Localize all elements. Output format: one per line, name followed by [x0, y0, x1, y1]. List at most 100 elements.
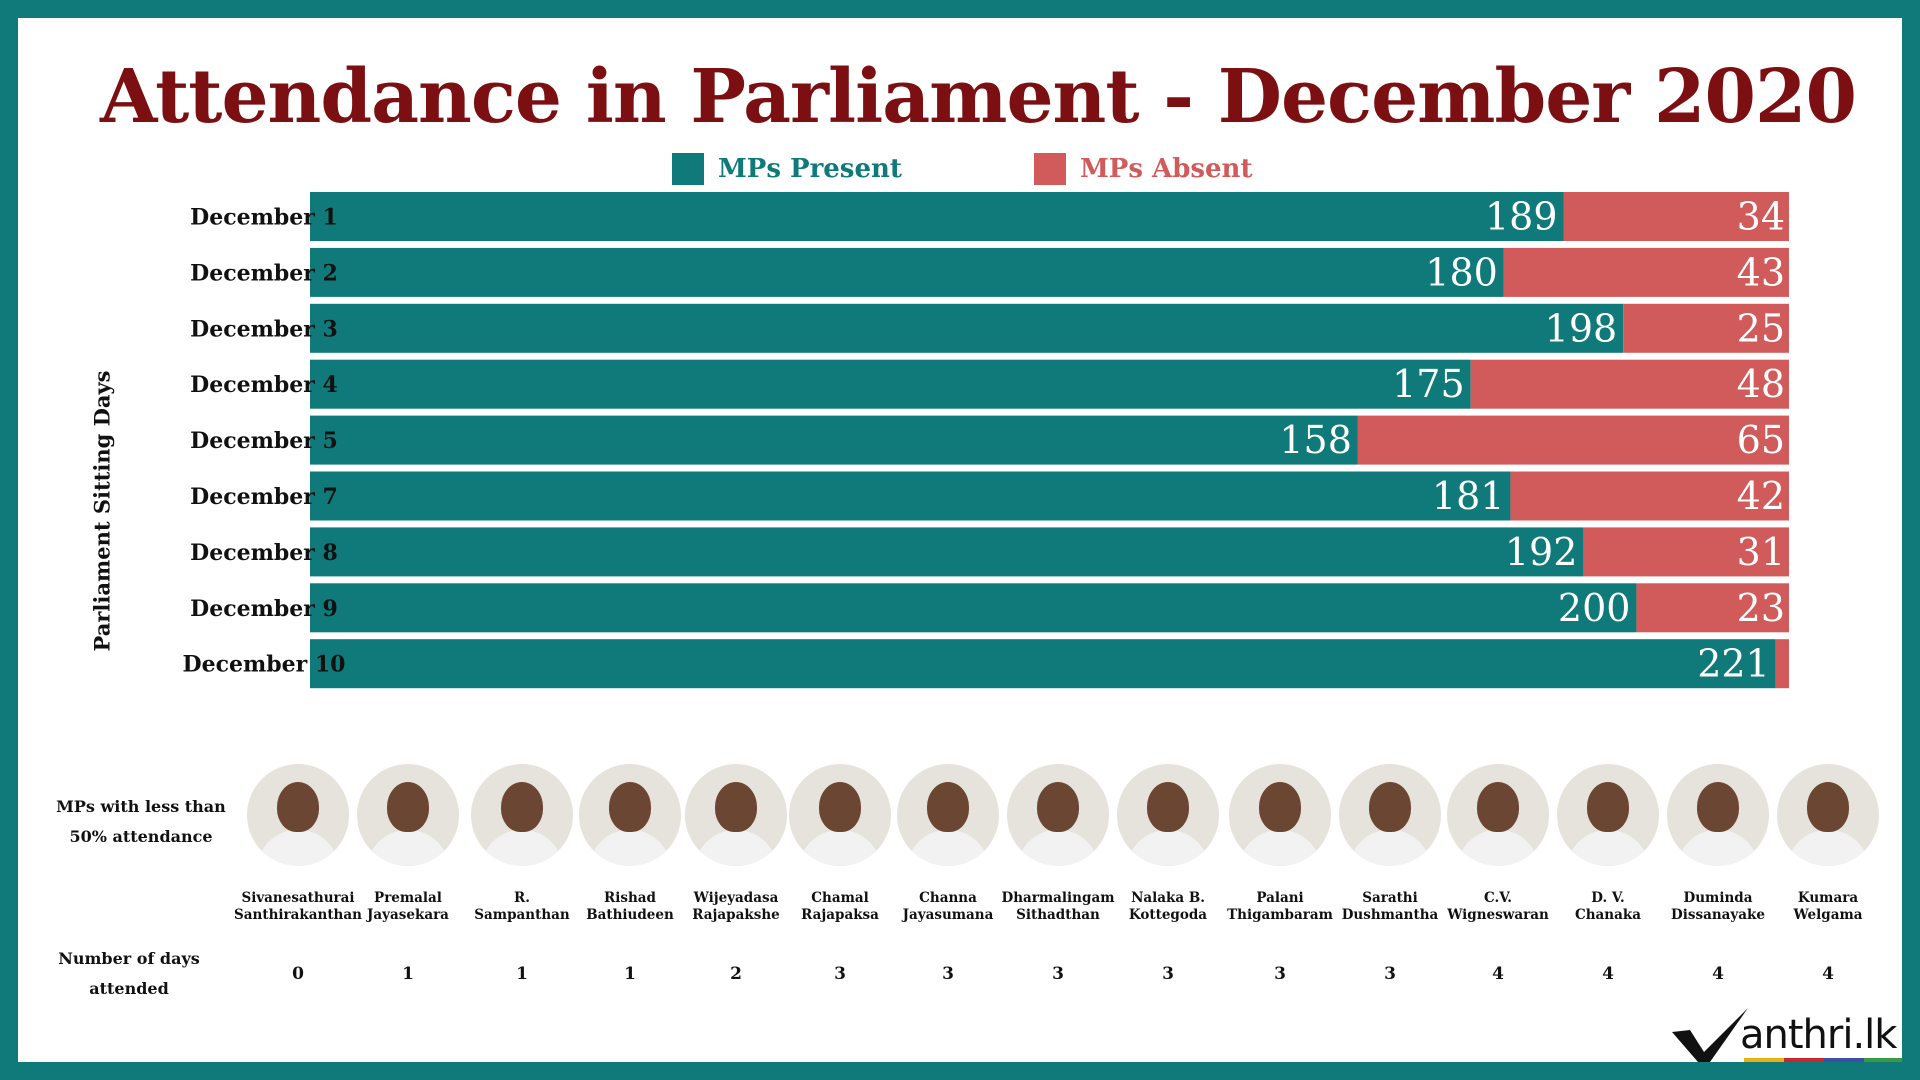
bar-absent — [1470, 359, 1789, 409]
mp-item: C.V. Wigneswaran — [1428, 764, 1568, 924]
mp-name-line2: Welgama — [1793, 907, 1863, 923]
mp-name-line2: Dushmantha — [1341, 907, 1439, 923]
legend-absent: MPs Absent — [1034, 152, 1252, 186]
data-label-present: 198 — [1545, 306, 1618, 350]
mp-days-attended: 1 — [402, 964, 414, 984]
mp-days-attended: 3 — [834, 964, 846, 984]
mp-item: Sivanesathurai Santhirakanthan — [228, 764, 368, 924]
mp-name-line1: Premalal — [374, 890, 442, 906]
category-label: December 5 — [190, 428, 338, 454]
chart-title: Attendance in Parliament - December 2020 — [99, 54, 1857, 140]
data-label-present: 158 — [1279, 418, 1352, 462]
mp-item: Kumara Welgama — [1758, 764, 1898, 924]
mp-name-line2: Sampanthan — [474, 907, 570, 923]
bar-present — [310, 303, 1624, 353]
mp-name-line1: Rishad — [604, 890, 656, 906]
mp-item: Wijeyadasa Rajapakshe — [666, 764, 806, 924]
mp-item: Nalaka B. Kottegoda — [1098, 764, 1238, 924]
mp-name: Wijeyadasa Rajapakshe — [666, 890, 806, 924]
mp-name-line2: Jayasekara — [367, 907, 449, 923]
mp-item: Premalal Jayasekara — [338, 764, 478, 924]
bar-present — [310, 583, 1637, 633]
mp-name-line1: Duminda — [1683, 890, 1753, 906]
data-label-absent: 23 — [1737, 586, 1785, 630]
mp-photo — [1557, 764, 1659, 866]
data-label-absent: 65 — [1737, 418, 1785, 462]
mp-name: Channa Jayasumana — [878, 890, 1018, 924]
data-label-absent: 31 — [1737, 530, 1785, 574]
manthri-logo: anthri.lk — [1670, 1006, 1902, 1062]
bar-present — [310, 527, 1584, 577]
mp-name-line2: Bathiudeen — [586, 907, 674, 923]
mp-name: Sarathi Dushmantha — [1320, 890, 1460, 924]
mp-name: Kumara Welgama — [1758, 890, 1898, 924]
mp-days-attended: 4 — [1712, 964, 1724, 984]
mp-name-line1: Palani — [1256, 890, 1304, 906]
data-label-present: 175 — [1392, 362, 1465, 406]
category-label: December 1 — [190, 205, 338, 231]
mp-name-line2: Thigambaram — [1227, 907, 1333, 923]
category-label: December 4 — [190, 372, 338, 398]
bar-present — [310, 247, 1504, 297]
mp-photo — [1667, 764, 1769, 866]
mp-item: Rishad Bathiudeen — [560, 764, 700, 924]
mp-name-line1: R. — [514, 890, 530, 906]
bar-absent — [1503, 247, 1789, 297]
mp-name-line2: Wigneswaran — [1447, 907, 1549, 923]
mp-days-attended: 0 — [292, 964, 304, 984]
mp-name-line2: Chanaka — [1575, 907, 1641, 923]
mp-name-line1: Chamal — [811, 890, 869, 906]
days-attended-heading: Number of days attended — [58, 949, 200, 998]
legend-absent-label: MPs Absent — [1080, 154, 1253, 184]
data-label-present: 181 — [1432, 474, 1505, 518]
bar-present — [310, 192, 1564, 241]
mp-photo — [1339, 764, 1441, 866]
category-label: December 10 — [183, 652, 346, 678]
mp-days-attended: 3 — [942, 964, 954, 984]
mp-item: Channa Jayasumana — [878, 764, 1018, 924]
category-label: December 8 — [190, 540, 338, 566]
mp-photo — [1777, 764, 1879, 866]
mp-days-attended: 4 — [1602, 964, 1614, 984]
mp-days-attended: 3 — [1052, 964, 1064, 984]
legend-present-label: MPs Present — [718, 154, 902, 184]
mp-name-line1: C.V. — [1483, 890, 1513, 906]
mp-name-line1: D. V. — [1591, 890, 1625, 906]
data-label-present: 180 — [1425, 250, 1498, 294]
bar-present — [310, 639, 1776, 689]
mp-name-line1: Sivanesathurai — [241, 890, 355, 906]
mp-item: D. V. Chanaka — [1538, 764, 1678, 924]
data-label-absent: 48 — [1737, 362, 1785, 406]
mp-name-line2: Rajapaksa — [801, 907, 879, 923]
mp-photo — [1117, 764, 1219, 866]
mp-name: Nalaka B. Kottegoda — [1098, 890, 1238, 924]
bar-present — [310, 359, 1471, 409]
category-label: December 2 — [190, 260, 338, 286]
category-label: December 3 — [190, 316, 338, 342]
mp-name: Rishad Bathiudeen — [560, 890, 700, 924]
mp-name-line1: Nalaka B. — [1131, 890, 1205, 906]
mp-photo — [357, 764, 459, 866]
bar-absent — [1563, 192, 1789, 241]
mp-name: Sivanesathurai Santhirakanthan — [228, 890, 368, 924]
bar-absent — [1636, 583, 1789, 633]
bar-present — [310, 415, 1358, 465]
mp-name-line1: Sarathi — [1362, 890, 1418, 906]
mp-days-attended: 1 — [624, 964, 636, 984]
mp-item: R. Sampanthan — [452, 764, 592, 924]
legend-present: MPs Present — [672, 152, 902, 186]
mp-photo — [685, 764, 787, 866]
mp-name: R. Sampanthan — [452, 890, 592, 924]
category-label: December 9 — [190, 596, 338, 622]
data-label-present: 189 — [1485, 195, 1558, 239]
data-label-present: 200 — [1558, 586, 1631, 630]
bar-present — [310, 471, 1511, 521]
mp-item: Dharmalingam Sithadthan — [988, 764, 1128, 924]
mp-days-attended: 3 — [1384, 964, 1396, 984]
data-label-present: 221 — [1697, 642, 1770, 686]
mp-days-attended: 3 — [1162, 964, 1174, 984]
data-label-absent: 34 — [1737, 195, 1785, 239]
logo-text: anthri.lk — [1740, 1012, 1897, 1058]
mp-name: Premalal Jayasekara — [338, 890, 478, 924]
legend-present-swatch — [672, 153, 704, 185]
